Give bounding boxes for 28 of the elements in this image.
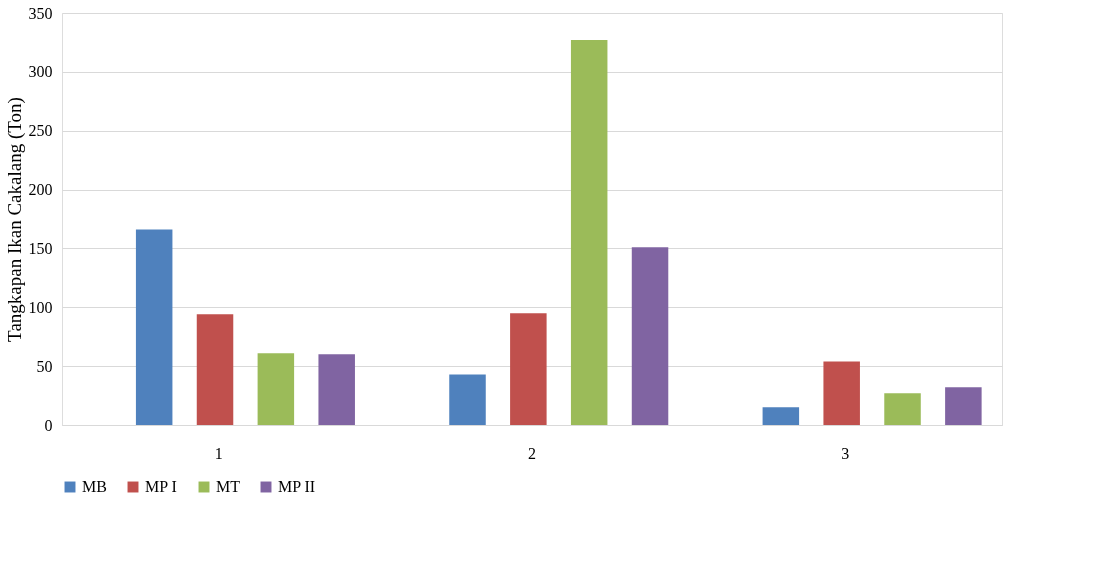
y-tick-label: 150 (28, 239, 53, 257)
x-tick-label: 1 (214, 444, 223, 462)
legend-label: MP II (278, 478, 316, 495)
bar (135, 229, 173, 425)
bar (570, 40, 608, 425)
bar (257, 353, 295, 425)
bar (823, 361, 860, 425)
y-tick-label: 0 (44, 416, 53, 434)
y-tick-label: 100 (28, 298, 53, 316)
bar (631, 247, 669, 425)
bar (318, 354, 355, 425)
legend-label: MB (82, 478, 107, 495)
y-tick-label: 50 (36, 357, 53, 375)
y-tick-label: 250 (28, 122, 53, 140)
legend-label: MT (216, 478, 241, 495)
bar (762, 407, 800, 425)
bar (884, 393, 921, 425)
y-tick-label: 350 (28, 4, 53, 22)
y-tick-label: 200 (28, 181, 53, 199)
x-tick-label: 2 (528, 444, 536, 462)
legend-label: MP I (145, 478, 177, 495)
y-tick-label: 300 (28, 63, 53, 81)
y-axis-title: Tangkapan Ikan Cakalang (Ton) (3, 97, 26, 342)
bar (945, 387, 982, 425)
bar (449, 374, 486, 425)
bar (510, 313, 547, 425)
x-tick-label: 3 (841, 444, 850, 462)
bar (196, 314, 234, 425)
